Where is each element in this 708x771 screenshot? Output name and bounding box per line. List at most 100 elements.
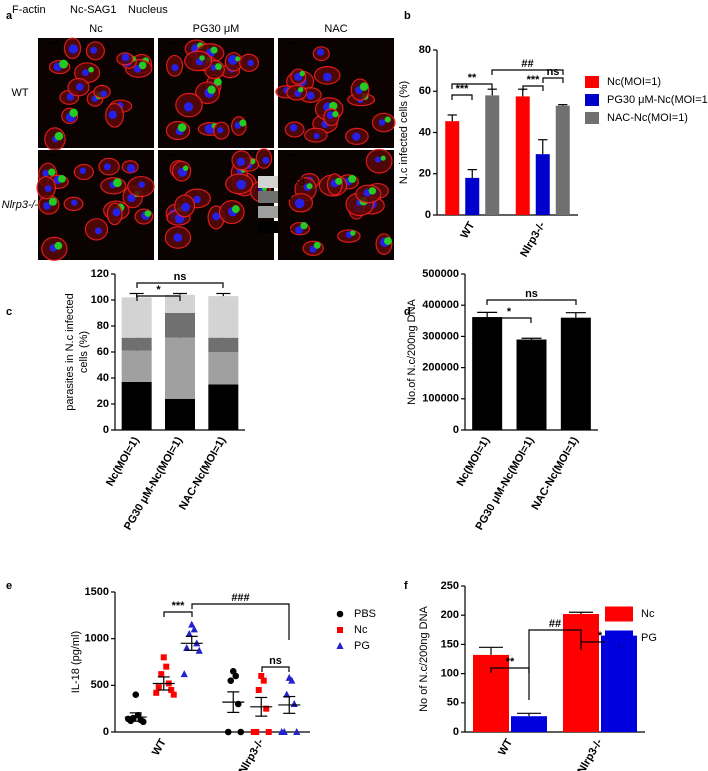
cell-nucleus (236, 179, 246, 190)
bar-segment (121, 337, 152, 351)
significance-bracket (136, 295, 181, 301)
parasite (88, 66, 94, 73)
data-point (160, 654, 167, 661)
parasite (199, 55, 205, 61)
cell-nucleus (121, 53, 130, 61)
significance-bracket (542, 77, 564, 83)
legend-swatch (585, 94, 599, 106)
data-point (278, 728, 286, 735)
bar-segment (208, 337, 239, 352)
x-tick-label: Nc(MOI=1) (104, 435, 142, 489)
y-axis-title: parasites in N.c infected (64, 293, 76, 410)
significance-label: * (598, 630, 603, 642)
significance-label: ### (231, 592, 249, 604)
cell-nucleus (247, 59, 254, 67)
y-tick-label: 150 (441, 638, 459, 650)
legend-label: PG (641, 632, 657, 644)
y-tick-label: 50 (447, 697, 459, 709)
y-tick-label: 0 (103, 726, 109, 738)
cell-nucleus (71, 199, 78, 206)
data-point (290, 700, 298, 707)
cell-nucleus (171, 64, 179, 72)
significance-bracket (136, 282, 224, 288)
significance-bracket (451, 94, 473, 100)
data-point (195, 646, 203, 654)
y-tick-label: 100 (91, 294, 109, 306)
row-label: WT (11, 87, 28, 99)
significance-bracket (491, 69, 564, 75)
bar (473, 654, 509, 732)
x-tick-label: Nlrp3-/- (575, 737, 605, 771)
data-point (224, 728, 232, 736)
significance-bracket (486, 299, 577, 305)
parasite (69, 108, 78, 118)
data-point (163, 663, 170, 670)
parasite (177, 123, 187, 132)
column-label: NAC (324, 23, 347, 35)
cell-nucleus (103, 163, 111, 171)
x-tick-label: NAC-Nc(MOI=1) (529, 435, 581, 512)
parasite (59, 59, 69, 69)
cell-nucleus (374, 156, 381, 163)
x-tick-label: Nlrp3-/- (518, 220, 548, 260)
significance-label: * (507, 306, 512, 318)
significance-label: ns (269, 655, 282, 667)
parasite (48, 168, 56, 176)
legend-label: PG (354, 640, 370, 652)
cell-nucleus (295, 226, 303, 235)
cell-nucleus (81, 69, 89, 77)
data-point (183, 644, 191, 651)
channel-label: F-actin (12, 4, 46, 16)
cell-nucleus (42, 169, 50, 177)
y-axis-title: N.c infected cells (%) (398, 81, 410, 184)
parasite (182, 165, 189, 171)
legend-swatch (585, 76, 599, 88)
cell-nucleus (44, 185, 52, 193)
y-tick-label: 80 (419, 44, 431, 56)
data-point (153, 689, 160, 696)
bar (555, 105, 570, 215)
cell-nucleus (181, 202, 191, 212)
bar-segment (208, 296, 239, 338)
parasite (58, 174, 66, 183)
cell-nucleus (378, 119, 386, 126)
parasite (368, 187, 377, 195)
cell-nucleus (138, 181, 146, 188)
data-point (288, 676, 296, 684)
significance-bracket (163, 611, 193, 617)
significance-bracket (528, 629, 582, 700)
data-point (250, 729, 257, 735)
cell-nucleus (306, 91, 315, 100)
parasite (306, 183, 313, 190)
significance-label: ## (549, 618, 561, 630)
legend-marker (337, 627, 343, 633)
cell-nucleus (313, 132, 320, 140)
y-tick-label: 20 (97, 398, 109, 410)
legend-swatch (258, 206, 278, 218)
bar-segment (208, 352, 239, 385)
cell-nucleus (173, 233, 183, 242)
y-tick-label: 200 (441, 609, 459, 621)
legend-swatch (605, 606, 633, 622)
bar (516, 339, 547, 430)
parasite (313, 241, 321, 249)
parasite (332, 111, 339, 118)
parasite (350, 230, 356, 236)
y-tick-label: 40 (419, 126, 431, 138)
y-tick-label: 120 (91, 268, 109, 280)
cell-nucleus (183, 102, 194, 112)
cell-nucleus (94, 227, 102, 235)
data-point (255, 687, 262, 693)
legend-label: 2 (286, 206, 292, 218)
y-axis-title: IL-18 (pg/ml) (70, 631, 82, 693)
legend-marker (336, 642, 344, 649)
legend-swatch (585, 112, 599, 124)
y-tick-label: 20 (419, 168, 431, 180)
column-label: PG30 μM (193, 23, 240, 35)
parasite (300, 222, 308, 230)
x-tick-label: Nc(MOI=1) (455, 435, 493, 489)
cell-nucleus (75, 83, 84, 91)
significance-label: ns (525, 288, 538, 300)
parasite (329, 101, 338, 111)
parasite (380, 155, 386, 161)
